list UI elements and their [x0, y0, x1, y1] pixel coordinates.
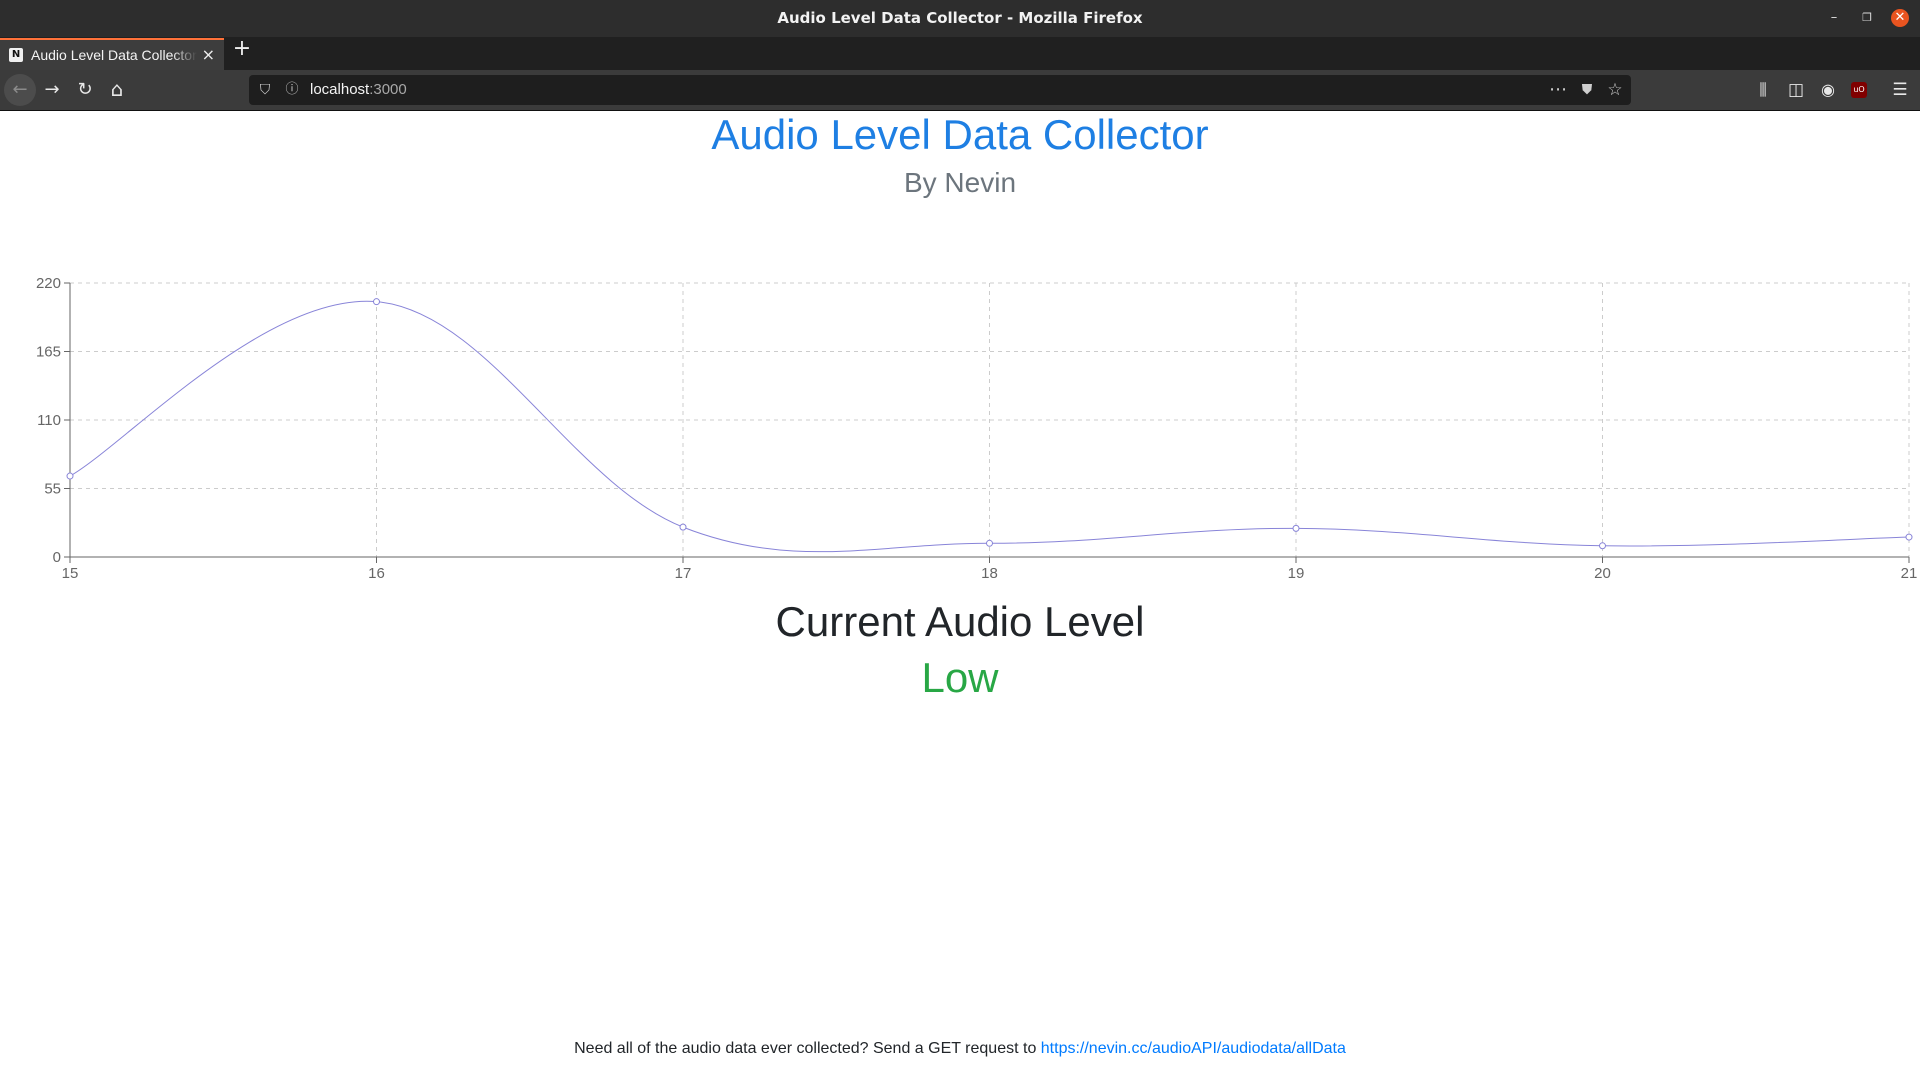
data-point [66, 472, 74, 480]
ublock-icon[interactable]: uO [1851, 82, 1867, 98]
minimize-icon[interactable]: – [1830, 10, 1838, 25]
url-port: :3000 [369, 81, 407, 98]
pocket-icon[interactable]: ⛊ [1581, 82, 1593, 98]
x-tick-label: 17 [675, 565, 692, 582]
series-line [69, 300, 1910, 553]
data-point [679, 523, 687, 531]
back-arrow-icon[interactable]: ← [12, 79, 28, 100]
current-audio-level-heading: Current Audio Level [775, 598, 1145, 645]
data-point [1599, 542, 1606, 550]
sidebar-icon[interactable]: ◫ [1787, 80, 1805, 100]
tab-close-icon[interactable]: × [201, 45, 215, 64]
audio-level-line-chart: 0 55 110 165 220 15 16 17 18 19 20 21 [36, 275, 1918, 582]
page-actions-icon[interactable]: ⋯ [1549, 79, 1567, 100]
forward-arrow-icon[interactable]: → [44, 79, 60, 100]
tracking-shield-icon[interactable]: ⛉ [259, 82, 271, 98]
window-title-bar: Audio Level Data Collector - Mozilla Fir… [0, 0, 1920, 37]
y-tick-label: 165 [36, 344, 61, 361]
url-bar[interactable]: ⛉ ⓘ localhost:3000 ⋯ ⛊ ☆ [249, 75, 1631, 105]
window-title: Audio Level Data Collector - Mozilla Fir… [777, 9, 1143, 27]
close-window-icon[interactable]: ✕ [1891, 9, 1909, 27]
x-tick-label: 21 [1901, 565, 1918, 582]
home-icon[interactable]: ⌂ [110, 77, 124, 101]
page-title: Audio Level Data Collector [711, 111, 1209, 158]
site-info-icon[interactable]: ⓘ [285, 82, 299, 97]
tab-strip: N Audio Level Data Collector × [0, 37, 1920, 70]
footer-note: Need all of the audio data ever collecte… [0, 1040, 1920, 1058]
data-point [1292, 524, 1300, 532]
footer-text: Need all of the audio data ever collecte… [574, 1040, 1041, 1057]
bookmark-star-icon[interactable]: ☆ [1607, 80, 1623, 100]
y-tick-label: 110 [37, 412, 61, 429]
restore-icon[interactable]: ❐ [1862, 11, 1872, 24]
all-data-api-link[interactable]: https://nevin.cc/audioAPI/audiodata/allD… [1040, 1040, 1346, 1057]
y-tick-label: 55 [44, 481, 61, 498]
site-favicon-icon: N [9, 48, 23, 62]
data-point [1905, 533, 1913, 541]
y-tick-label: 0 [53, 549, 61, 566]
account-icon[interactable]: ◉ [1821, 80, 1835, 99]
current-audio-level-value: Low [921, 654, 999, 701]
x-tick-label: 15 [62, 565, 79, 582]
tab-label: Audio Level Data Collector [31, 47, 197, 63]
x-tick-label: 16 [368, 565, 385, 582]
hamburger-menu-icon[interactable]: ☰ [1892, 80, 1908, 100]
x-tick-label: 19 [1288, 565, 1305, 582]
y-tick-label: 220 [36, 275, 61, 292]
url-text[interactable]: localhost:3000 [310, 81, 407, 98]
new-tab-icon[interactable]: + [232, 36, 252, 61]
library-icon[interactable]: ⫼ [1759, 80, 1767, 99]
x-tick-label: 18 [981, 565, 998, 582]
reload-icon[interactable]: ↻ [77, 79, 93, 100]
x-tick-label: 20 [1594, 565, 1611, 582]
data-point [986, 539, 993, 547]
data-point [373, 298, 380, 306]
page-subtitle: By Nevin [903, 167, 1017, 198]
url-host: localhost [310, 81, 370, 98]
tab-audio-level-data-collector[interactable]: N Audio Level Data Collector × [0, 38, 224, 70]
back-button[interactable] [4, 74, 36, 106]
page-content: Audio Level Data Collector By Nevin 0 55 1… [0, 111, 1920, 1080]
